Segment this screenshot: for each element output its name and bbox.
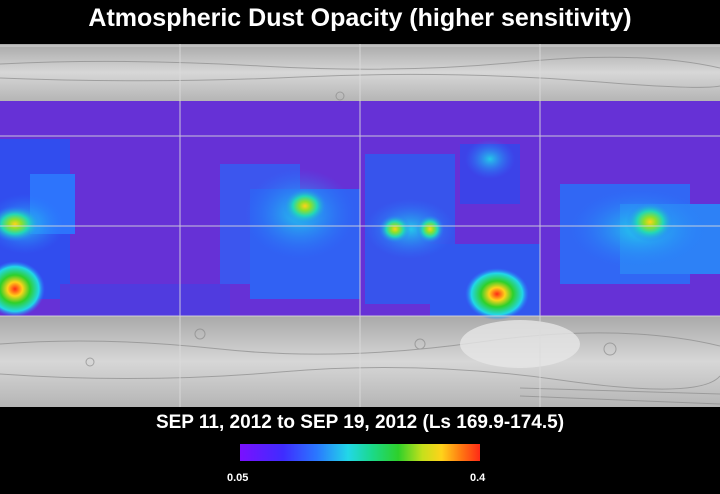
- colorbar-min-label: 0.05: [227, 472, 248, 484]
- south-basin: [460, 320, 580, 368]
- hotspot-east: [626, 202, 674, 242]
- map-title: Atmospheric Dust Opacity (higher sensiti…: [0, 0, 720, 44]
- hotspot-south-central: [465, 268, 529, 320]
- hotspot-central-east-a: [379, 215, 411, 243]
- mars-map: [0, 44, 720, 407]
- opacity-colorbar: [240, 444, 480, 461]
- hotspot-central-east-b: [416, 215, 444, 243]
- date-range-label: SEP 11, 2012 to SEP 19, 2012 (Ls 169.9-1…: [0, 408, 720, 438]
- colorbar-max-label: 0.4: [470, 472, 485, 484]
- hotspot-central-west: [283, 188, 327, 224]
